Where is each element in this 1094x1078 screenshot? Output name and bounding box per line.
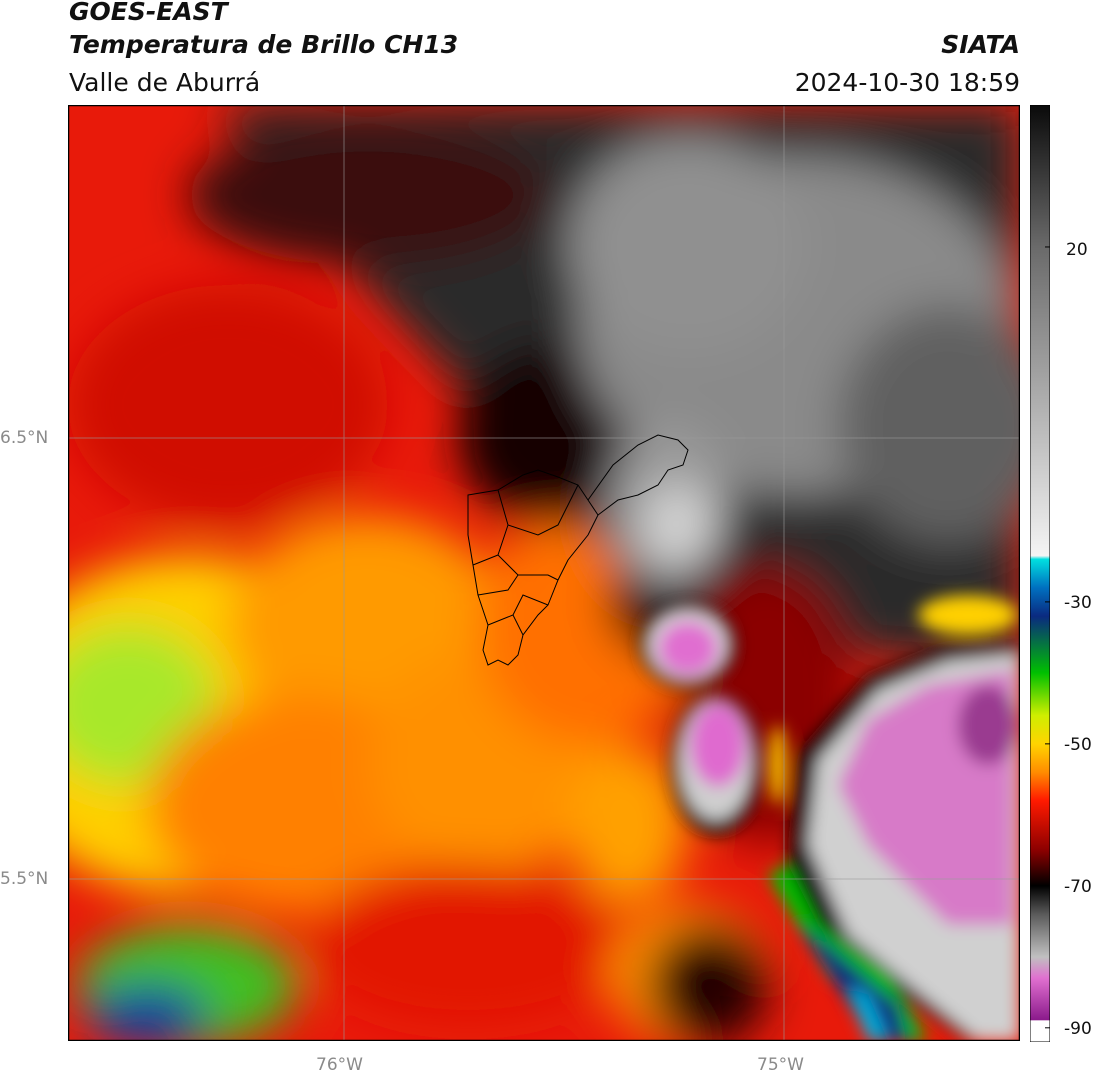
- satellite-title: GOES-EAST: [69, 0, 228, 26]
- lon-label-76w: 76°W: [316, 1055, 363, 1075]
- region-label: Valle de Aburrá: [69, 68, 261, 97]
- colorbar-gradient: [1030, 105, 1050, 1042]
- lat-label-5-5: 5.5°N: [0, 869, 49, 889]
- colorbar-tick-minus50: -50: [1064, 735, 1092, 755]
- agency-label: SIATA: [941, 30, 1020, 59]
- valle-aburra-boundaries: [467, 434, 689, 666]
- lat-label-6-5: 6.5°N: [0, 428, 49, 448]
- brightness-temperature-map: [68, 105, 1020, 1041]
- lon-label-75w: 75°W: [757, 1055, 804, 1075]
- product-title: Temperatura de Brillo CH13: [69, 30, 459, 59]
- colorbar-tick-minus90: -90: [1064, 1019, 1092, 1039]
- map-gridlines: [68, 105, 1020, 1041]
- colorbar-tick-minus70: -70: [1064, 877, 1092, 897]
- datetime-label: 2024-10-30 18:59: [794, 68, 1020, 97]
- colorbar-tick-minus30: -30: [1064, 593, 1092, 613]
- colorbar: [1030, 105, 1050, 1042]
- colorbar-tick-20: 20: [1066, 240, 1088, 260]
